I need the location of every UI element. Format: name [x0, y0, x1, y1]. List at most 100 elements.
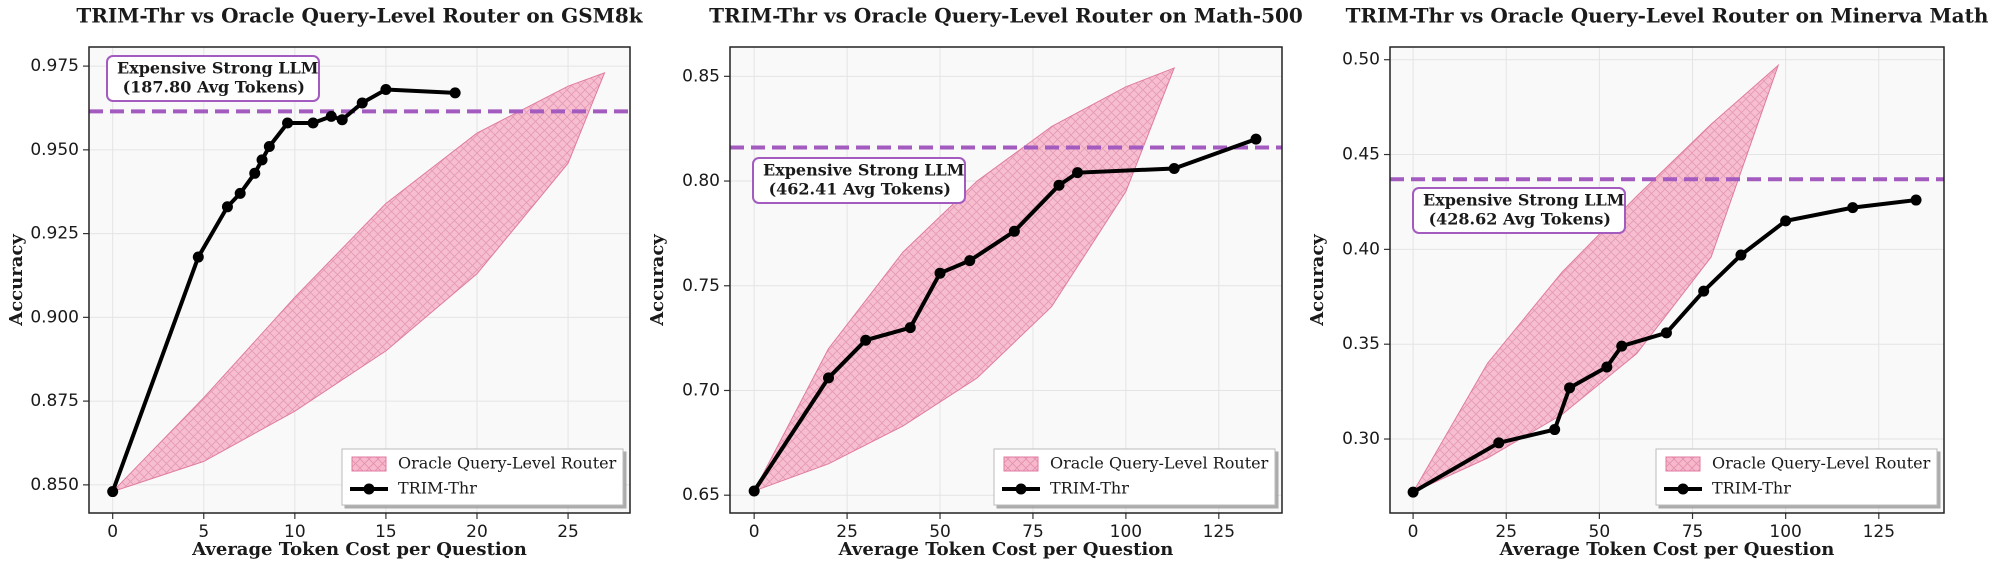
legend: Oracle Query-Level Router TRIM-Thr	[1655, 448, 1938, 506]
trim-point	[282, 117, 294, 129]
y-tick-label: 0.70	[682, 380, 720, 400]
legend-swatch	[1003, 456, 1039, 472]
trim-point	[249, 167, 261, 179]
x-tick-label: 10	[284, 522, 306, 542]
legend-label: TRIM-Thr	[1712, 479, 1791, 498]
y-tick-label: 0.30	[1342, 429, 1380, 449]
trim-point	[1616, 340, 1628, 352]
x-tick-label: 50	[1589, 522, 1611, 542]
trim-point	[107, 486, 119, 498]
x-tick-label: 50	[929, 522, 951, 542]
legend-marker	[1015, 483, 1027, 495]
legend-label: TRIM-Thr	[1050, 479, 1129, 498]
y-tick-label: 0.85	[682, 66, 720, 86]
legend-swatch	[351, 456, 387, 472]
x-tick-label: 75	[1022, 522, 1044, 542]
y-tick-label: 0.950	[30, 140, 79, 160]
trim-line	[1412, 198, 1917, 494]
y-tick-label: 0.975	[30, 56, 79, 76]
x-tick-label: 25	[836, 522, 858, 542]
trim-point	[904, 322, 916, 334]
annotation-text: Expensive Strong LLM	[763, 161, 965, 180]
legend-marker	[363, 483, 375, 495]
x-tick-label: 100	[1769, 522, 1801, 542]
y-tick-label: 0.45	[1342, 145, 1380, 165]
annotation-text: Expensive Strong LLM	[1423, 191, 1625, 210]
trim-point	[325, 110, 337, 122]
oracle-band	[753, 67, 1176, 492]
trim-point	[1780, 215, 1792, 227]
legend-label: Oracle Query-Level Router	[1050, 454, 1269, 473]
trim-point	[1008, 225, 1020, 237]
y-tick-label: 0.900	[30, 307, 79, 327]
trim-point	[263, 140, 275, 152]
y-tick-label: 0.50	[1342, 50, 1380, 70]
trim-point	[1735, 249, 1747, 261]
trim-point	[1660, 327, 1672, 339]
x-tick-label: 25	[1495, 522, 1517, 542]
y-tick-label: 0.80	[682, 171, 720, 191]
x-axis-label: Average Token Cost per Question	[838, 539, 1174, 560]
trim-point	[934, 267, 946, 279]
oracle-band	[1411, 63, 1780, 494]
trim-point	[1698, 285, 1710, 297]
x-axis-label: Average Token Cost per Question	[1499, 539, 1835, 560]
trim-point	[1407, 486, 1419, 498]
y-tick-label: 0.40	[1342, 239, 1380, 259]
legend-label: TRIM-Thr	[398, 479, 477, 498]
subplot-title: TRIM-Thr vs Oracle Query-Level Router on…	[709, 4, 1303, 28]
x-tick-label: 125	[1203, 522, 1235, 542]
legend-box	[1655, 448, 1938, 506]
subplot-title: TRIM-Thr vs Oracle Query-Level Router on…	[76, 4, 643, 28]
trim-point	[1549, 424, 1561, 436]
x-tick-label: 5	[198, 522, 209, 542]
annotation-text: (462.41 Avg Tokens)	[769, 180, 951, 199]
annotation-text: (187.80 Avg Tokens)	[123, 78, 305, 97]
legend-label: Oracle Query-Level Router	[1712, 454, 1931, 473]
subplot: TRIM-Thr vs Oracle Query-Level Router on…	[1307, 4, 1989, 561]
annotation-box	[1412, 187, 1626, 234]
legend: Oracle Query-Level Router TRIM-Thr	[993, 448, 1276, 506]
trim-point	[748, 485, 760, 497]
annotation-box	[106, 55, 320, 102]
x-tick-label: 20	[466, 522, 488, 542]
trim-point	[823, 372, 835, 384]
trim-point	[380, 84, 392, 96]
subplot: TRIM-Thr vs Oracle Query-Level Router on…	[647, 4, 1303, 561]
y-tick-label: 0.925	[30, 224, 79, 244]
x-tick-label: 0	[107, 522, 118, 542]
trim-point	[256, 154, 268, 166]
y-tick-label: 0.35	[1342, 334, 1380, 354]
legend-marker	[1677, 483, 1689, 495]
x-tick-label: 25	[557, 522, 579, 542]
trim-point	[1072, 167, 1084, 179]
trim-point	[1564, 382, 1576, 394]
x-axis-label: Average Token Cost per Question	[191, 539, 527, 560]
legend-swatch	[1665, 456, 1701, 472]
trim-point	[1493, 437, 1505, 449]
y-axis-label: Accuracy	[1307, 234, 1328, 327]
trim-point	[234, 187, 246, 199]
annotation-text: Expensive Strong LLM	[117, 59, 319, 78]
legend-box	[993, 448, 1276, 506]
x-tick-label: 15	[375, 522, 397, 542]
plot-frame	[729, 46, 1283, 514]
trim-point	[964, 255, 976, 267]
x-tick-label: 125	[1863, 522, 1895, 542]
trim-point	[1053, 179, 1065, 191]
trim-point	[1168, 162, 1180, 174]
y-tick-label: 0.850	[30, 475, 79, 495]
x-tick-label: 100	[1110, 522, 1142, 542]
annotation-box	[752, 157, 966, 204]
trim-point	[1847, 202, 1859, 214]
x-tick-label: 0	[749, 522, 760, 542]
x-tick-label: 0	[1408, 522, 1419, 542]
legend-box	[341, 448, 624, 506]
trim-point	[192, 251, 204, 263]
y-axis-label: Accuracy	[647, 234, 668, 327]
y-tick-label: 0.875	[30, 391, 79, 411]
y-tick-label: 0.65	[682, 485, 720, 505]
plot-frame	[88, 46, 631, 514]
